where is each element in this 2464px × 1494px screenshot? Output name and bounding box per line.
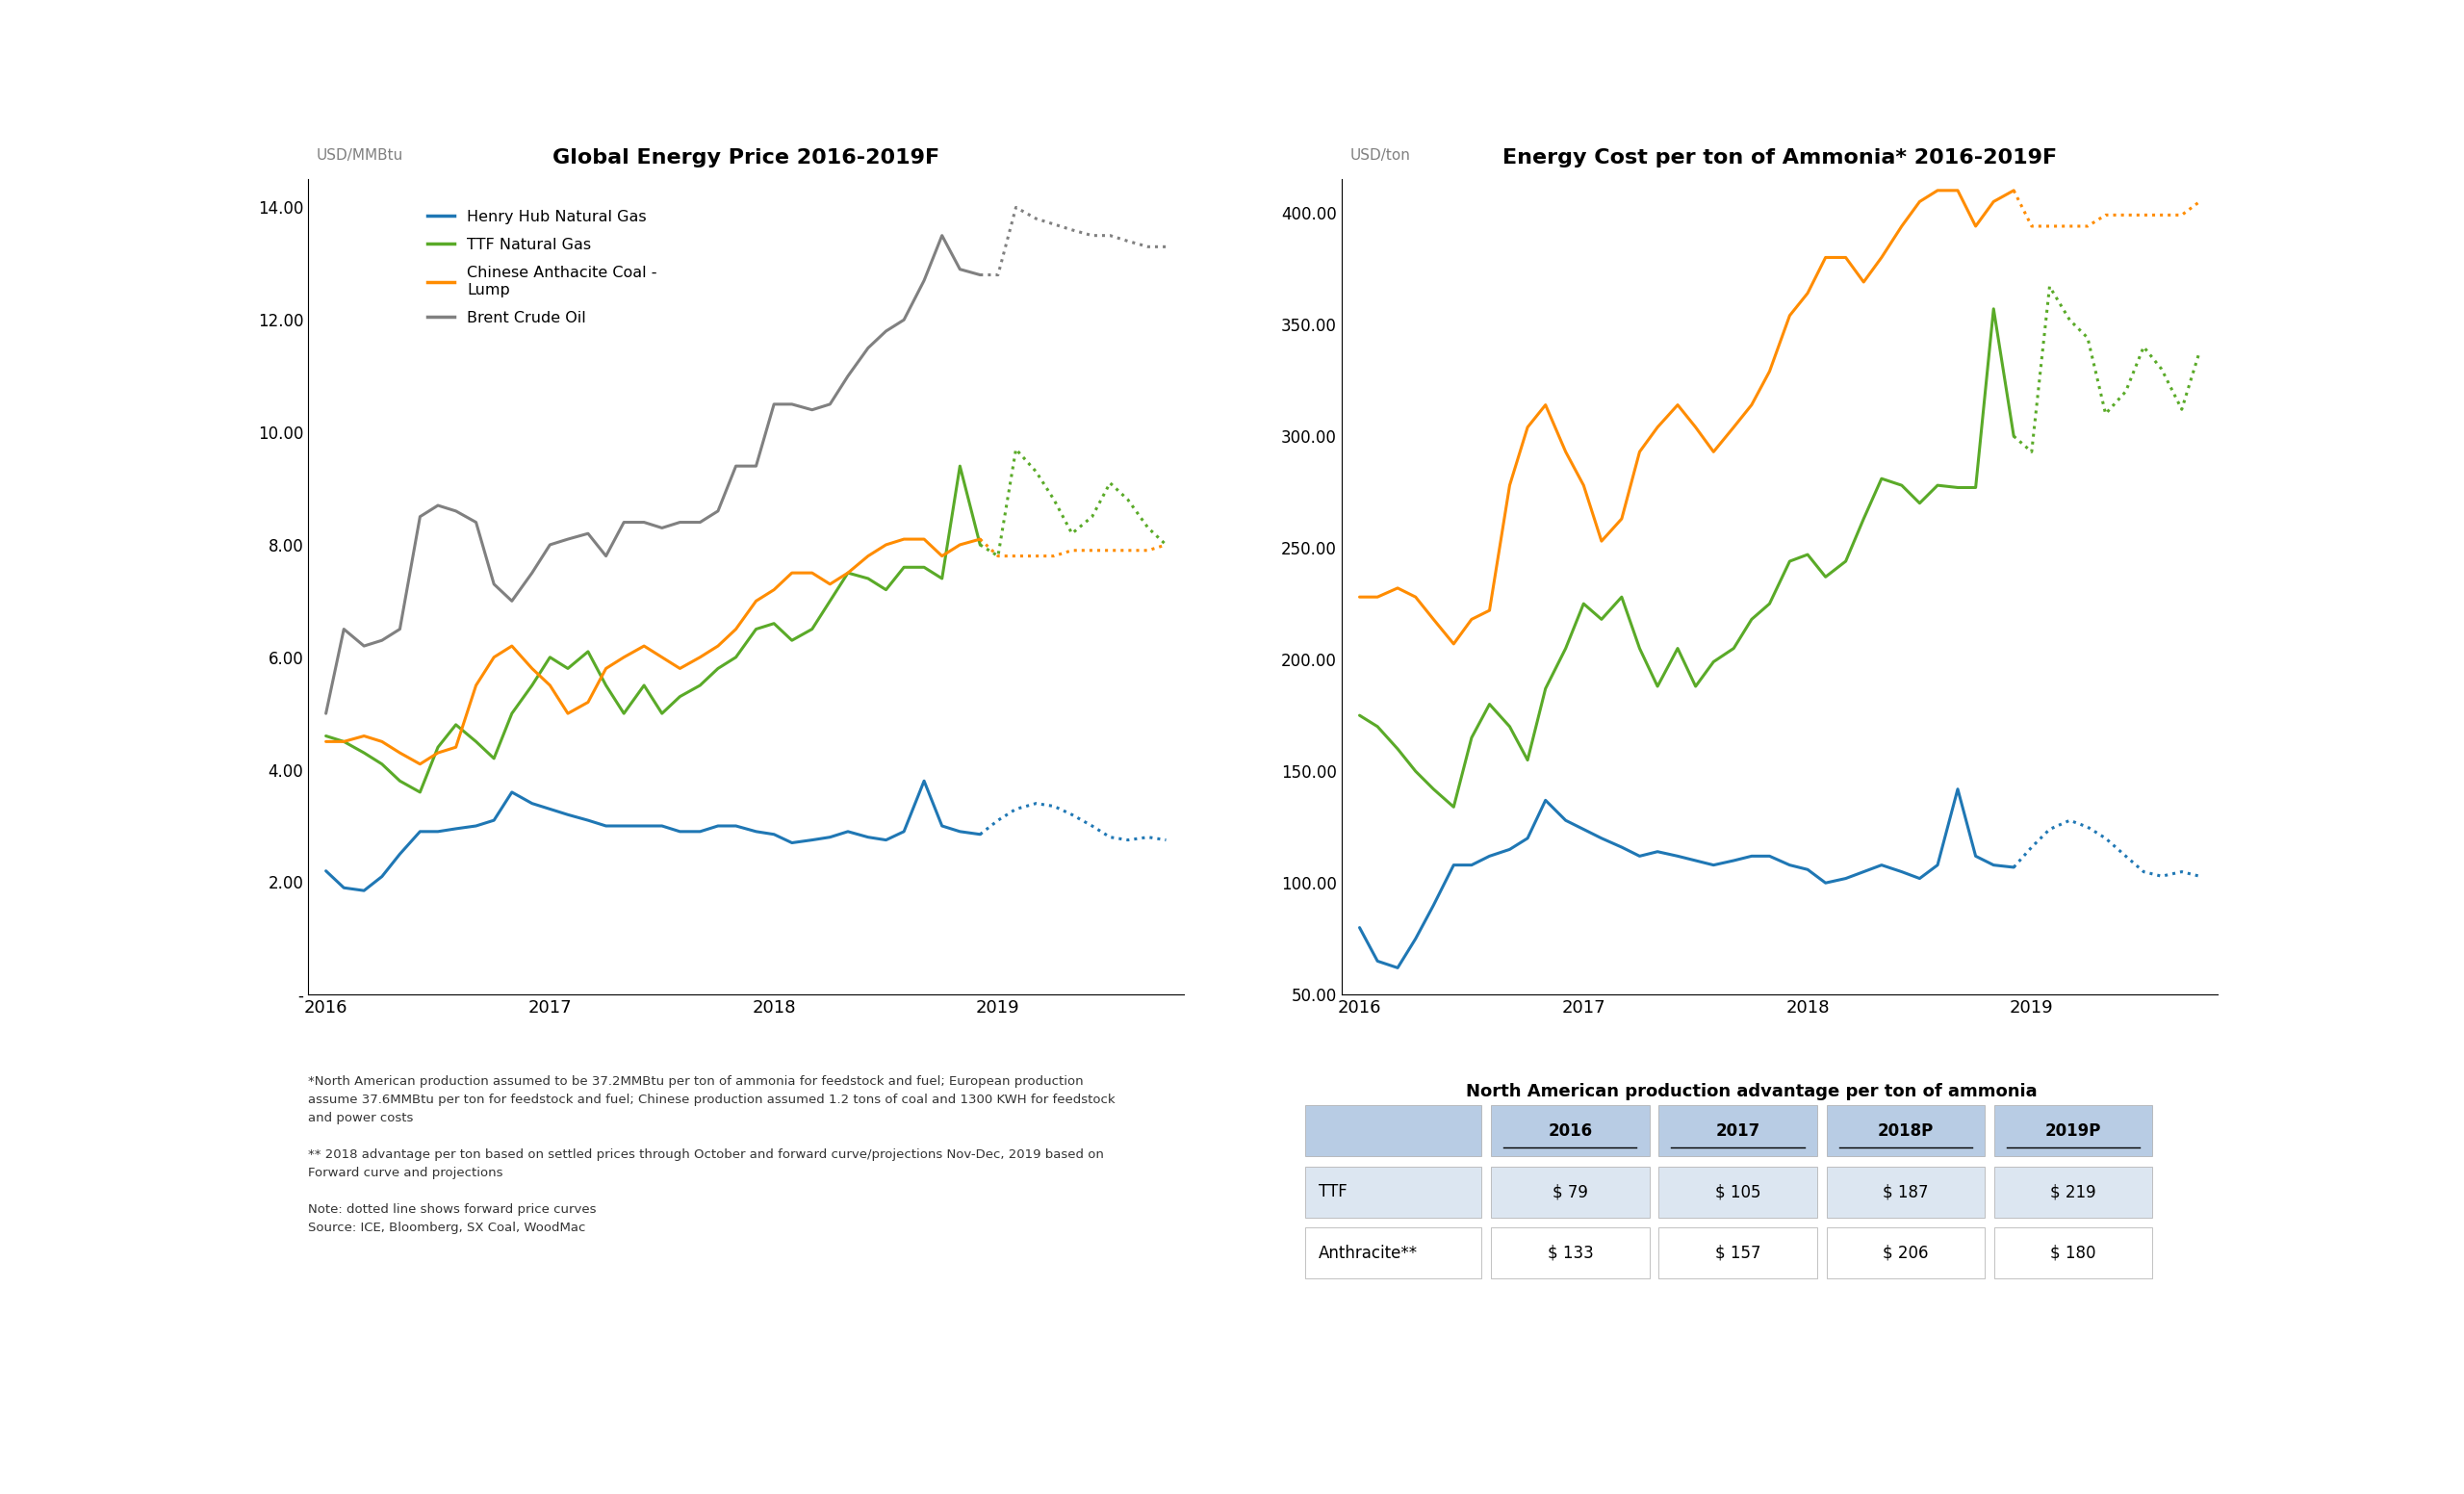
Bar (1826, 1106, 1984, 1156)
Title: Energy Cost per ton of Ammonia* 2016-2019F: Energy Cost per ton of Ammonia* 2016-201… (1503, 148, 2057, 167)
Text: $ 187: $ 187 (1882, 1183, 1929, 1201)
Bar (1491, 1106, 1648, 1156)
Bar (1306, 1167, 1481, 1218)
Text: $ 206: $ 206 (1882, 1245, 1929, 1262)
Text: North American production advantage per ton of ammonia: North American production advantage per … (1466, 1083, 2038, 1100)
Text: *North American production assumed to be 37.2MMBtu per ton of ammonia for feedst: *North American production assumed to be… (308, 1074, 1116, 1234)
Text: 2018P: 2018P (1878, 1122, 1934, 1140)
Title: Global Energy Price 2016-2019F: Global Energy Price 2016-2019F (552, 148, 939, 167)
Bar (1658, 1106, 1816, 1156)
Bar (1826, 1167, 1984, 1218)
Text: $ 180: $ 180 (2050, 1245, 2097, 1262)
Text: 2019P: 2019P (2045, 1122, 2102, 1140)
Legend: Henry Hub Natural Gas, TTF Natural Gas, Chinese Anthacite Coal -
Lump, Brent Cru: Henry Hub Natural Gas, TTF Natural Gas, … (421, 203, 663, 332)
Bar (1658, 1167, 1816, 1218)
Bar (1306, 1106, 1481, 1156)
Text: $ 133: $ 133 (1547, 1245, 1594, 1262)
Text: $ 219: $ 219 (2050, 1183, 2097, 1201)
Bar (1993, 1167, 2154, 1218)
Text: 2016: 2016 (1547, 1122, 1592, 1140)
Text: $ 105: $ 105 (1715, 1183, 1762, 1201)
Bar (1658, 1228, 1816, 1279)
Bar (1993, 1106, 2154, 1156)
Text: USD/ton: USD/ton (1350, 148, 1412, 163)
Text: USD/MMBtu: USD/MMBtu (318, 148, 404, 163)
Bar (1491, 1167, 1648, 1218)
Text: $ 79: $ 79 (1552, 1183, 1587, 1201)
Text: TTF: TTF (1318, 1183, 1348, 1201)
Bar (1993, 1228, 2154, 1279)
Bar (1306, 1228, 1481, 1279)
Text: $ 157: $ 157 (1715, 1245, 1762, 1262)
Bar (1826, 1228, 1984, 1279)
Text: 2017: 2017 (1715, 1122, 1759, 1140)
Text: Anthracite**: Anthracite** (1318, 1245, 1417, 1262)
Bar (1491, 1228, 1648, 1279)
